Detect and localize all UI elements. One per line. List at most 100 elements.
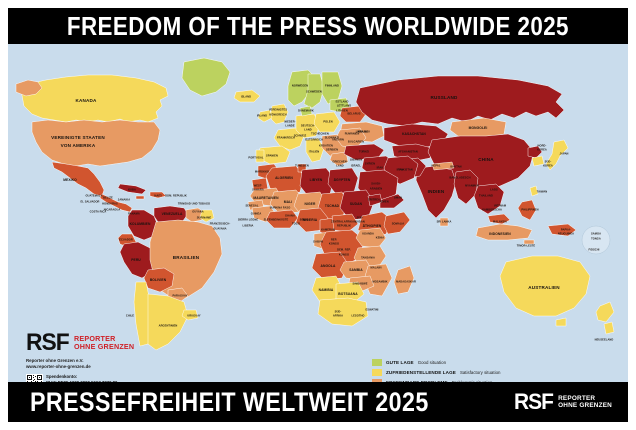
- country-italy: [305, 137, 325, 163]
- rsf-subtitle-line1: REPORTER: [74, 333, 116, 343]
- country-uruguay: [181, 309, 199, 321]
- svg-text:LIBERIA: LIBERIA: [243, 224, 254, 228]
- svg-text:TAIWAN: TAIWAN: [537, 190, 548, 194]
- country-sri-lanka: [439, 217, 449, 227]
- svg-text:VENEZUELA: VENEZUELA: [162, 212, 183, 216]
- svg-text:AFRIKA: AFRIKA: [333, 314, 343, 318]
- svg-text:SOMALIA: SOMALIA: [392, 222, 405, 226]
- svg-text:NEUGUINEA: NEUGUINEA: [558, 232, 574, 236]
- svg-text:JEMEN: JEMEN: [379, 200, 388, 204]
- svg-text:UNGARN: UNGARN: [332, 138, 344, 142]
- country-eritrea: [367, 193, 383, 207]
- country-iceland: [233, 89, 261, 103]
- svg-text:MONGOLEI: MONGOLEI: [469, 126, 488, 130]
- svg-text:GUINEA: GUINEA: [251, 212, 262, 216]
- rsf-wordmark: RSF: [26, 329, 70, 356]
- svg-text:LETTLAND: LETTLAND: [337, 104, 351, 108]
- country-bolivia: [143, 267, 175, 293]
- svg-text:REP.: REP.: [331, 238, 337, 242]
- svg-text:LITAUEN: LITAUEN: [336, 109, 348, 113]
- svg-text:SURINAME: SURINAME: [197, 216, 212, 220]
- world-map-svg: KANADA VEREINIGTE STAATEN VON AMERIKA ME…: [8, 44, 628, 382]
- svg-text:KOLUMBIEN: KOLUMBIEN: [130, 222, 151, 226]
- country-philippines: [517, 199, 537, 221]
- country-colombia: [127, 209, 159, 241]
- svg-text:ITALIEN: ITALIEN: [309, 150, 320, 154]
- country-hispaniola: [149, 191, 167, 199]
- country-somalia: [383, 211, 411, 235]
- svg-text:ARABIEN: ARABIEN: [370, 187, 382, 191]
- svg-text:ZENTRALAFRIKAN.: ZENTRALAFRIKAN.: [331, 220, 357, 224]
- svg-text:PANAMA: PANAMA: [128, 212, 140, 216]
- svg-text:MOLDAU: MOLDAU: [358, 130, 370, 134]
- country-ireland: [257, 109, 273, 123]
- svg-text:SAUDI-: SAUDI-: [371, 182, 380, 186]
- svg-text:ESWATINI: ESWATINI: [366, 308, 379, 312]
- svg-text:FRANZÖSISCH-: FRANZÖSISCH-: [210, 221, 231, 226]
- legend-swatch-problematic: [372, 378, 382, 382]
- svg-text:URUGUAY: URUGUAY: [187, 314, 201, 318]
- country-new-zealand: [595, 301, 615, 335]
- country-denmark: [299, 105, 313, 117]
- svg-text:MEXIKO: MEXIKO: [63, 178, 77, 182]
- svg-text:BANGLADESCH: BANGLADESCH: [449, 176, 470, 180]
- country-ivory-coast-ghana: [265, 209, 299, 229]
- legend-item: GUTE LAGE Good situation: [372, 358, 562, 367]
- country-indonesia: [475, 223, 533, 241]
- legend-swatch-satisfactory: [372, 368, 382, 377]
- svg-text:BULGARIEN: BULGARIEN: [348, 140, 364, 144]
- rsf-contact: Reporter ohne Grenzen e.V. www.reporter-…: [26, 358, 146, 371]
- svg-text:DOM. REPUBLIK: DOM. REPUBLIK: [165, 194, 187, 198]
- svg-text:MOSAMBIK: MOSAMBIK: [372, 280, 387, 284]
- svg-text:JAMAIKA: JAMAIKA: [118, 198, 130, 202]
- country-central-america: [99, 193, 133, 213]
- svg-text:SENEGAL: SENEGAL: [245, 204, 258, 208]
- country-north-korea: [527, 145, 543, 159]
- svg-text:TOGO: TOGO: [292, 222, 300, 226]
- country-greece: [329, 151, 349, 167]
- svg-text:ERITREA: ERITREA: [368, 198, 380, 202]
- svg-text:TRINIDAD UND TOBAGO: TRINIDAD UND TOBAGO: [178, 202, 210, 206]
- svg-text:VON AMERIKA: VON AMERIKA: [61, 143, 96, 148]
- svg-text:VEREINIGTE STAATEN: VEREINIGTE STAATEN: [51, 135, 105, 140]
- bank-iban: IBAN DE05 1009 0000 5667 7770 80: [46, 380, 117, 382]
- svg-text:GUYANA: GUYANA: [192, 210, 204, 214]
- svg-text:BHUTAN: BHUTAN: [450, 165, 461, 169]
- svg-text:ECUADOR: ECUADOR: [119, 238, 133, 242]
- svg-text:THAILAND: THAILAND: [479, 194, 493, 198]
- svg-text:LESOTHO: LESOTHO: [351, 314, 364, 318]
- svg-text:ÖSTERREICH: ÖSTERREICH: [305, 137, 323, 142]
- country-french-guiana: [199, 209, 215, 223]
- svg-text:TANSANIA: TANSANIA: [361, 256, 375, 260]
- svg-text:NEPAL: NEPAL: [432, 164, 441, 168]
- legend-label-en: Good situation: [417, 359, 447, 365]
- svg-text:ÄTHIOPIEN: ÄTHIOPIEN: [363, 224, 382, 228]
- svg-text:KOREA: KOREA: [543, 164, 553, 168]
- svg-text:BELARUS: BELARUS: [347, 112, 360, 116]
- svg-text:FRANKREICH: FRANKREICH: [277, 136, 295, 140]
- rsf-credit-block: RSF REPORTER OHNE GRENZEN Reporter ohne …: [26, 329, 146, 382]
- country-yemen-oman: [379, 193, 405, 209]
- svg-text:FIDSCHI: FIDSCHI: [589, 248, 600, 252]
- svg-text:RUMÄNIEN: RUMÄNIEN: [345, 132, 360, 136]
- svg-text:MALAWI: MALAWI: [371, 266, 382, 270]
- qr-code-icon[interactable]: [26, 374, 43, 382]
- svg-text:TSCHAD: TSCHAD: [325, 204, 340, 208]
- svg-text:MAURETANIEN: MAURETANIEN: [253, 196, 279, 200]
- legend-label-en: Satisfactory situation: [459, 369, 501, 375]
- svg-text:SCHWEIZ: SCHWEIZ: [294, 134, 307, 138]
- rsf-subtitle: REPORTER OHNE GRENZEN: [74, 333, 135, 351]
- svg-text:SRI LANKA: SRI LANKA: [437, 220, 452, 224]
- svg-text:TSCHECHIEN: TSCHECHIEN: [311, 132, 329, 136]
- country-cuba: [117, 183, 147, 195]
- rsf-subtitle-line2: OHNE GRENZEN: [74, 341, 135, 351]
- country-taiwan: [529, 185, 539, 197]
- svg-text:MALAYSIA: MALAYSIA: [493, 220, 507, 224]
- rsf-website[interactable]: www.reporter-ohne-grenzen.de: [26, 363, 91, 369]
- svg-text:KAMERUN: KAMERUN: [321, 228, 335, 232]
- svg-text:GUATEMALA: GUATEMALA: [85, 194, 102, 198]
- svg-text:LAND: LAND: [304, 128, 312, 132]
- svg-text:OMAN: OMAN: [394, 196, 402, 200]
- banner-rsf-logo: RSF REPORTER OHNE GRENZEN: [514, 391, 612, 413]
